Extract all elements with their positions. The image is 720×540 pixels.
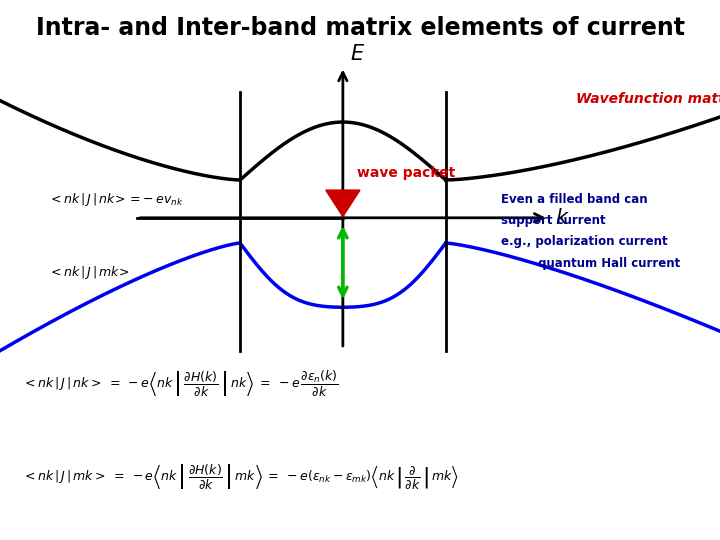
Text: Wavefunction matters !!: Wavefunction matters !! bbox=[576, 92, 720, 106]
Text: support current: support current bbox=[500, 214, 606, 227]
Text: Even a filled band can: Even a filled band can bbox=[500, 193, 647, 206]
Text: $< nk\,|\,J\,|\,mk\!>$: $< nk\,|\,J\,|\,mk\!>$ bbox=[48, 264, 130, 281]
Text: $< nk\,|\,J\,|\,nk > \;=\; -e\left< nk\,\left|\,\dfrac{\partial H(k)}{\partial k: $< nk\,|\,J\,|\,nk > \;=\; -e\left< nk\,… bbox=[22, 369, 338, 399]
Text: quantum Hall current: quantum Hall current bbox=[500, 257, 680, 270]
Text: $E$: $E$ bbox=[350, 44, 365, 64]
Polygon shape bbox=[325, 190, 360, 217]
Text: $< nk\,|\,J\,|\,nk\!>=\!-ev_{nk}$: $< nk\,|\,J\,|\,nk\!>=\!-ev_{nk}$ bbox=[48, 191, 184, 208]
Text: $k$: $k$ bbox=[555, 208, 570, 228]
Text: Intra- and Inter-band matrix elements of current: Intra- and Inter-band matrix elements of… bbox=[35, 16, 685, 40]
Text: $< nk\,|\,J\,|\,mk > \;=\; -e\left< nk\,\left|\,\dfrac{\partial H(k)}{\partial k: $< nk\,|\,J\,|\,mk > \;=\; -e\left< nk\,… bbox=[22, 462, 459, 491]
Text: wave packet: wave packet bbox=[356, 166, 455, 180]
Text: e.g., polarization current: e.g., polarization current bbox=[500, 235, 667, 248]
